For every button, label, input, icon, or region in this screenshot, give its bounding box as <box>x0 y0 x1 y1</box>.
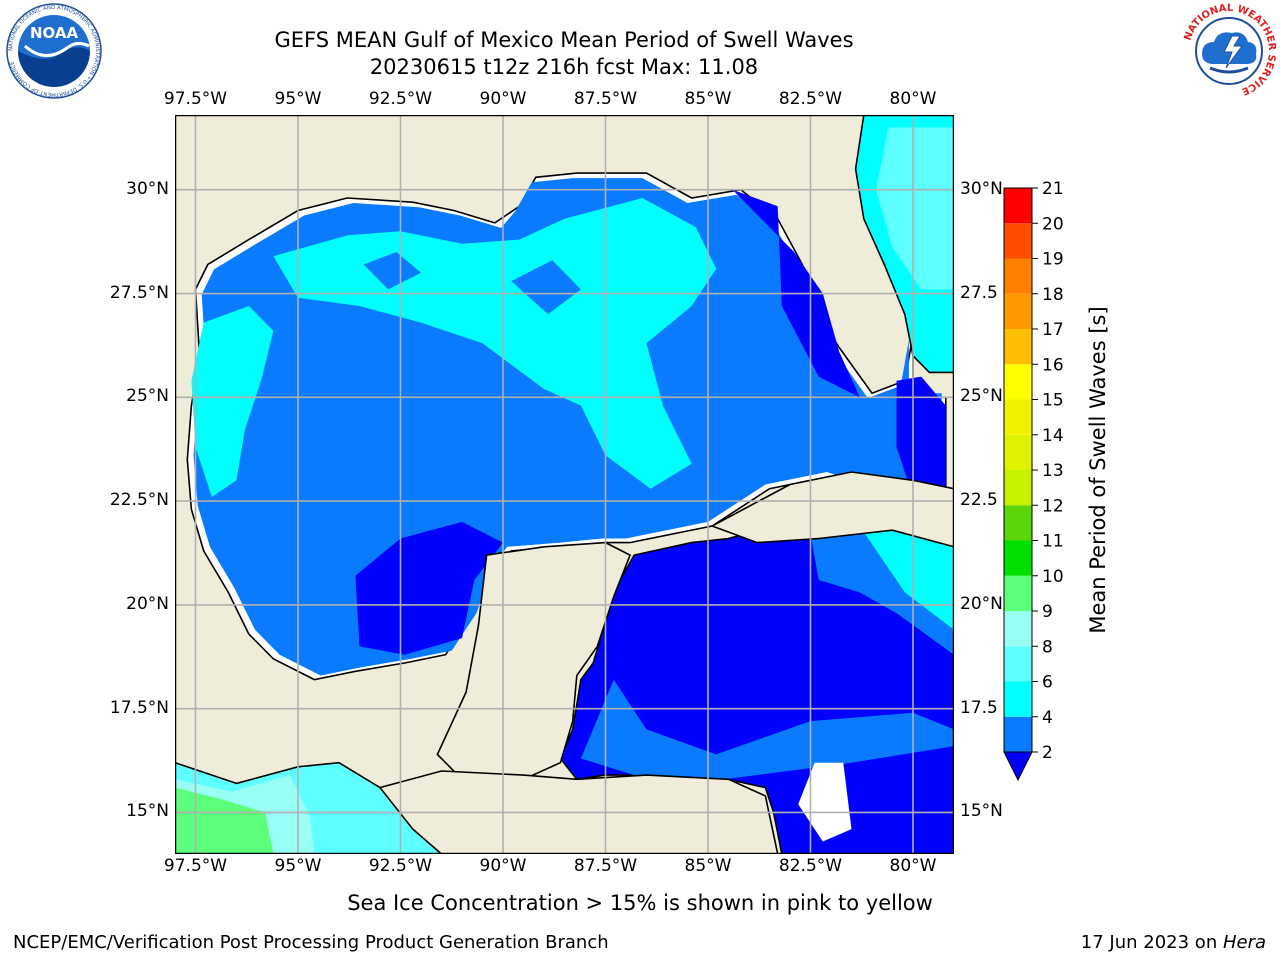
colorbar-band <box>1004 470 1032 506</box>
colorbar-band <box>1004 399 1032 435</box>
colorbar-ticks: 21 20 19 18 17 16 15 14 13 12 11 10 9 8 6 4 2 <box>1032 180 1064 763</box>
florida-straits-lt-2 <box>896 376 946 510</box>
lon-label-bottom: 95°W <box>274 856 322 876</box>
colorbar-band <box>1004 293 1032 329</box>
lon-label-top: 82.5°W <box>778 89 843 109</box>
lat-label-right: 30°N <box>960 178 1003 199</box>
sea-ice-note: Sea Ice Concentration > 15% is shown in … <box>347 891 933 915</box>
gulf-period-4-6-west <box>191 306 274 497</box>
colorbar-band <box>1004 681 1032 717</box>
lon-label-top: 90°W <box>479 89 527 109</box>
colorbar-bands <box>1003 187 1033 782</box>
lon-label-top: 92.5°W <box>368 89 433 109</box>
colorbar-tick-label: 6 <box>1042 673 1053 693</box>
lon-label-bottom: 90°W <box>479 856 527 876</box>
host-name: Hera <box>1222 932 1266 953</box>
lat-label-left: 30°N <box>126 178 169 199</box>
colorbar-underflow-triangle <box>1003 751 1033 782</box>
colorbar-band <box>1004 575 1032 611</box>
lon-label-bottom: 82.5°W <box>778 856 843 876</box>
colorbar-tick-label: 2 <box>1042 743 1053 763</box>
gulf-period-2-4-patch2 <box>511 260 581 315</box>
colorbar-band <box>1004 223 1032 259</box>
colorbar-band <box>1004 646 1032 682</box>
colorbar-tick-label: 14 <box>1042 426 1064 446</box>
noaa-logo-text: NOAA <box>30 24 79 42</box>
caribbean-missing-patch <box>798 762 852 842</box>
lon-label-bottom: 80°W <box>889 856 937 876</box>
colorbar-tick-label: 19 <box>1042 250 1064 270</box>
colorbar-tick-label: 11 <box>1042 532 1064 552</box>
credit-text: NCEP/EMC/Verification Post Processing Pr… <box>13 932 609 953</box>
colorbar-band <box>1004 188 1032 224</box>
caribbean-south-2-4 <box>580 679 954 780</box>
chart-title: GEFS MEAN Gulf of Mexico Mean Period of … <box>274 28 854 52</box>
lon-label-bottom: 87.5°W <box>573 856 638 876</box>
noaa-logo-icon: NOAA NATIONAL OCEANIC AND ATMOSPHERIC AD… <box>6 3 102 99</box>
pacific-period-9-10 <box>175 787 274 854</box>
lat-label-right: 22.5 <box>960 490 998 511</box>
bay-of-campeche-lt-2 <box>355 521 503 655</box>
colorbar-band <box>1004 611 1032 647</box>
colorbar-tick-label: 4 <box>1042 708 1053 728</box>
date-stamp: 17 Jun 2023 on Hera <box>1081 932 1266 953</box>
colorbar-tick-label: 16 <box>1042 355 1064 375</box>
lon-label-top: 87.5°W <box>573 89 638 109</box>
colorbar-tick-label: 20 <box>1042 214 1064 234</box>
yucatan-land <box>436 541 632 781</box>
lat-label-right: 17.5 <box>960 697 998 718</box>
colorbar-band <box>1004 434 1032 470</box>
colorbar-tick-label: 17 <box>1042 320 1064 340</box>
lat-label-right: 27.5 <box>960 282 998 303</box>
lat-label-right: 15°N <box>960 801 1003 822</box>
lat-label-left: 20°N <box>126 593 169 614</box>
lat-label-left: 15°N <box>126 801 169 822</box>
lat-label-left: 27.5°N <box>109 282 169 303</box>
lon-label-top: 97.5°W <box>163 89 228 109</box>
map-frame <box>175 115 954 854</box>
lat-label-left: 22.5°N <box>109 490 169 511</box>
lon-label-bottom: 92.5°W <box>368 856 433 876</box>
colorbar-band <box>1004 258 1032 294</box>
lon-label-bottom: 97.5°W <box>163 856 228 876</box>
colorbar-tick-label: 13 <box>1042 461 1064 481</box>
colorbar-band <box>1004 329 1032 365</box>
chart-subtitle: 20230615 t12z 216h fcst Max: 11.08 <box>369 55 759 79</box>
colorbar-band <box>1004 716 1032 752</box>
colorbar-tick-label: 12 <box>1042 496 1064 516</box>
colorbar-label: Mean Period of Swell Waves [s] <box>1086 306 1110 634</box>
colorbar-tick-label: 10 <box>1042 567 1064 587</box>
colorbar-band <box>1004 540 1032 576</box>
date-text: 17 Jun 2023 on <box>1080 932 1223 953</box>
gulf-period-2-4-patch <box>363 252 421 290</box>
colorbar-tick-label: 21 <box>1042 180 1064 199</box>
colorbar-band <box>1004 364 1032 400</box>
lat-label-left: 25°N <box>126 386 169 407</box>
lon-label-top: 95°W <box>274 89 322 109</box>
lon-label-top: 80°W <box>889 89 937 109</box>
lat-label-right: 20°N <box>960 593 1003 614</box>
colorbar-tick-label: 8 <box>1042 637 1053 657</box>
lat-label-left: 17.5°N <box>109 697 169 718</box>
colorbar-tick-label: 15 <box>1042 391 1064 411</box>
colorbar: 21 20 19 18 17 16 15 14 13 12 11 10 9 8 6 4 2 <box>1003 180 1064 782</box>
atlantic-period-6-8 <box>876 127 954 290</box>
cuba-land <box>710 471 954 548</box>
lat-label-right: 25°N <box>960 386 1003 407</box>
lon-label-bottom: 85°W <box>684 856 732 876</box>
map-plot-area <box>175 115 954 854</box>
nws-logo-icon: NATIONAL WEATHER SERVICE <box>1182 3 1277 98</box>
lon-label-top: 85°W <box>684 89 732 109</box>
colorbar-tick-label: 18 <box>1042 285 1064 305</box>
colorbar-tick-label: 9 <box>1042 602 1053 622</box>
colorbar-band <box>1004 505 1032 541</box>
map-gridlines <box>175 115 954 854</box>
